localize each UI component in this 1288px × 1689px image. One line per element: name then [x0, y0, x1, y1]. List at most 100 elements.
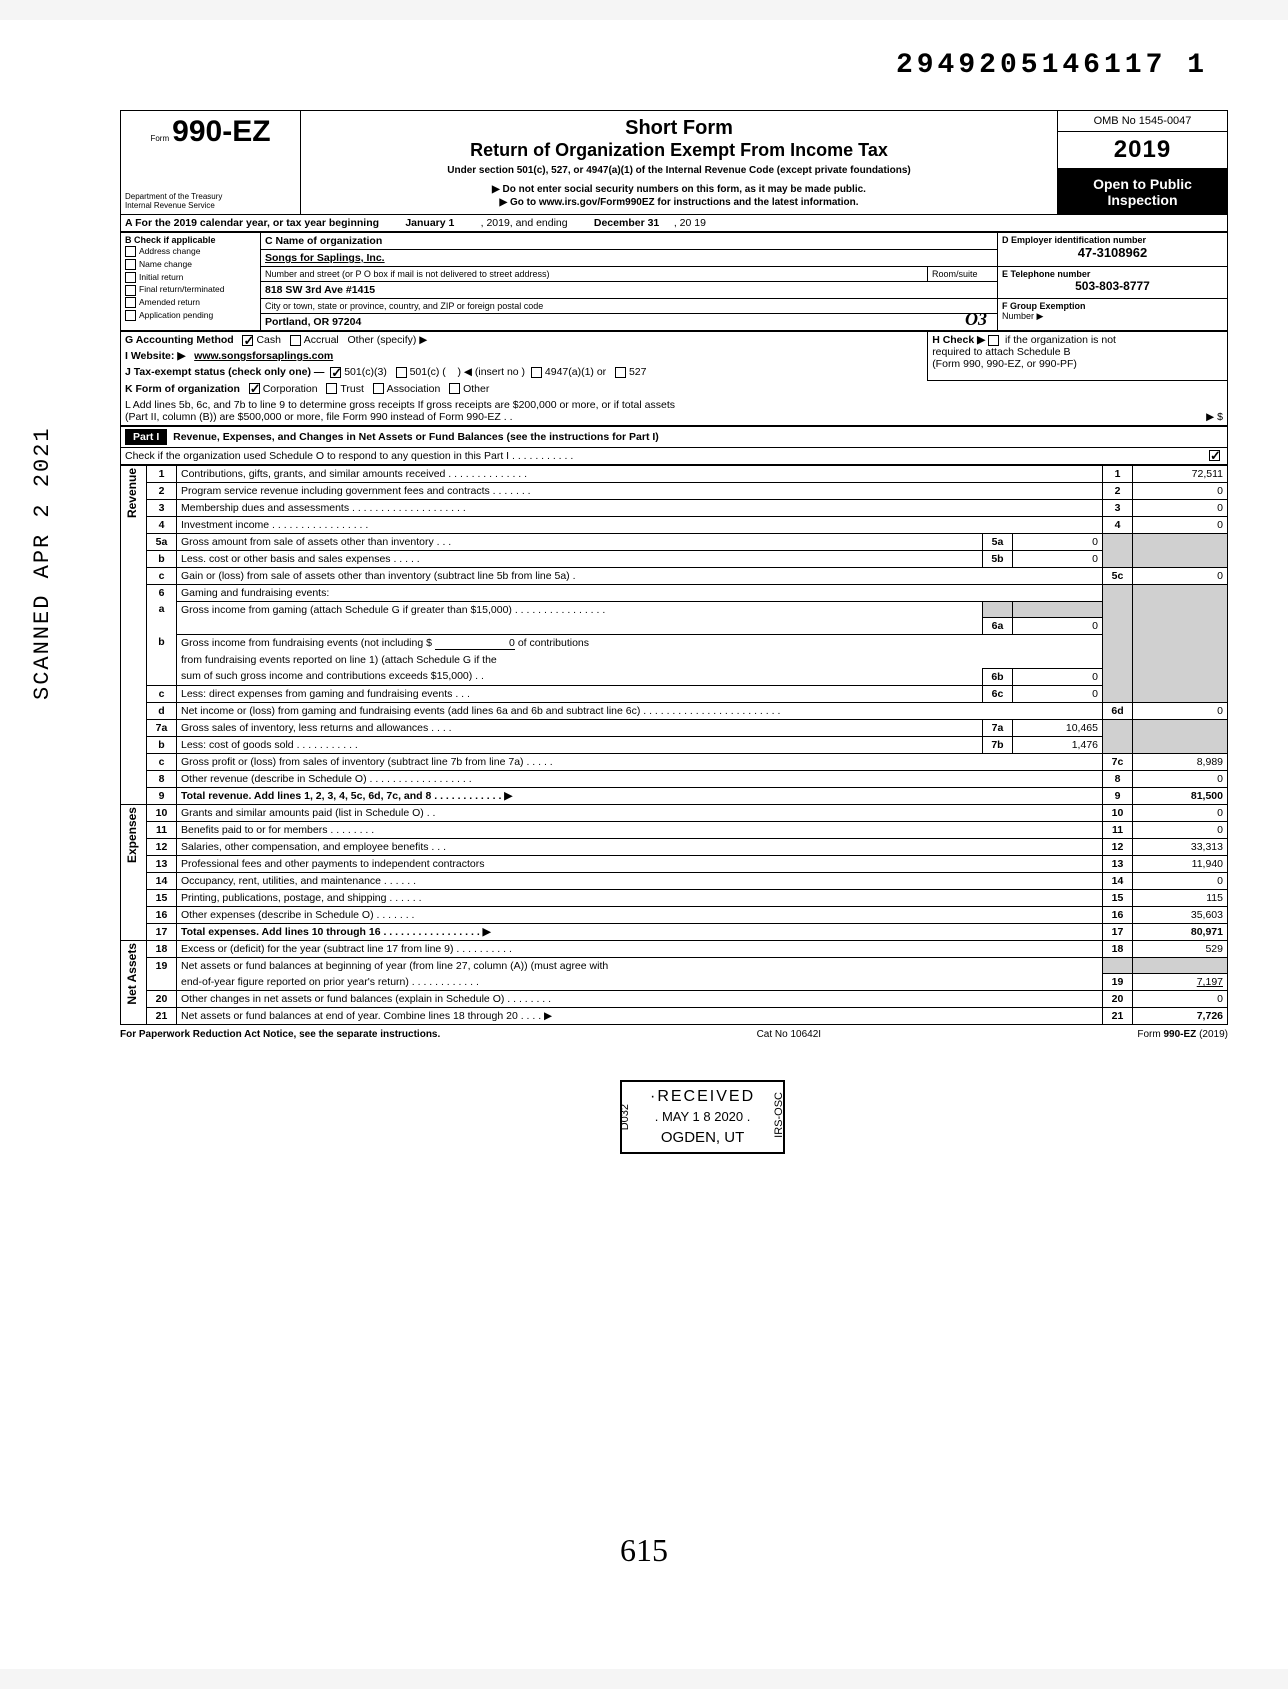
line-6c-num: c: [147, 685, 177, 702]
note-url: ▶ Go to www.irs.gov/Form990EZ for instru…: [321, 197, 1037, 208]
line-6c-sub: 6c: [982, 685, 1012, 702]
omb-number: OMB No 1545-0047: [1058, 111, 1227, 132]
line-1-num: 1: [147, 465, 177, 482]
ghijk-table: G Accounting Method Cash Accrual Other (…: [120, 331, 1228, 426]
line-9-amt: 81,500: [1133, 787, 1228, 804]
trust-label: Trust: [340, 383, 364, 395]
box-d-label: D Employer identification number: [1002, 235, 1223, 245]
line-13-desc: Professional fees and other payments to …: [177, 855, 1103, 872]
line-6-desc: Gaming and fundraising events:: [177, 584, 1103, 601]
shade-6: [1103, 584, 1133, 702]
line-5a-num: 5a: [147, 533, 177, 550]
4947-label: 4947(a)(1) or: [545, 366, 606, 378]
line-a-begin: January 1: [405, 217, 454, 229]
amended-checkbox[interactable]: [125, 297, 136, 308]
sched-b-checkbox[interactable]: [988, 335, 999, 346]
part1-header-table: Part I Revenue, Expenses, and Changes in…: [120, 426, 1228, 465]
netassets-section-label: Net Assets: [121, 940, 147, 1025]
line-13-amt: 11,940: [1133, 855, 1228, 872]
initial-return-checkbox[interactable]: [125, 272, 136, 283]
line-2-desc: Program service revenue including govern…: [177, 482, 1103, 499]
footer-right: Form 990-EZ (2019): [1137, 1029, 1228, 1040]
cash-checkbox[interactable]: [242, 335, 253, 346]
shade-6b: [1133, 584, 1228, 702]
line-9-box: 9: [1103, 787, 1133, 804]
city-value: Portland, OR 97204: [265, 316, 361, 328]
line-18-num: 18: [147, 940, 177, 957]
line-3-num: 3: [147, 499, 177, 516]
app-pending-checkbox[interactable]: [125, 310, 136, 321]
line-19-desc: Net assets or fund balances at beginning…: [177, 957, 1103, 974]
stamp-side-left: D032: [618, 1104, 633, 1130]
line-6b-contrib: 0: [435, 637, 515, 650]
line-6d-box: 6d: [1103, 702, 1133, 719]
footer-center: Cat No 10642I: [757, 1029, 822, 1040]
line-12-box: 12: [1103, 838, 1133, 855]
other-org-label: Other: [463, 383, 489, 395]
line-a-end: December 31: [594, 217, 659, 229]
line-6c-subamt: 0: [1012, 685, 1102, 702]
line-21-amt: 7,726: [1133, 1008, 1228, 1025]
527-checkbox[interactable]: [615, 367, 626, 378]
501c3-checkbox[interactable]: [330, 367, 341, 378]
line-7c-num: c: [147, 753, 177, 770]
line-l-1: L Add lines 5b, 6c, and 7b to line 9 to …: [125, 399, 1223, 411]
line-13-num: 13: [147, 855, 177, 872]
line-16-box: 16: [1103, 906, 1133, 923]
other-org-checkbox[interactable]: [449, 383, 460, 394]
accrual-checkbox[interactable]: [290, 335, 301, 346]
line-5c-desc: Gain or (loss) from sale of assets other…: [177, 567, 1103, 584]
4947-checkbox[interactable]: [531, 367, 542, 378]
box-f-label: F Group Exemption: [1002, 301, 1223, 311]
sched-o-checkbox[interactable]: [1209, 450, 1220, 461]
line-6b-num: b: [147, 634, 177, 652]
line-11-num: 11: [147, 821, 177, 838]
line-2-box: 2: [1103, 482, 1133, 499]
org-name: Songs for Saplings, Inc.: [265, 252, 385, 264]
tax-year: 2019: [1058, 132, 1227, 169]
line-h-1: H Check ▶: [932, 334, 985, 346]
line-a-suffix: , 20: [674, 217, 692, 229]
line-14-num: 14: [147, 872, 177, 889]
trust-checkbox[interactable]: [326, 383, 337, 394]
shade-7: [1103, 719, 1133, 753]
line-7a-subamt: 10,465: [1012, 719, 1102, 736]
shade-19: [1103, 957, 1133, 974]
line-a-mid: , 2019, and ending: [481, 217, 568, 229]
line-4-desc: Investment income . . . . . . . . . . . …: [177, 516, 1103, 533]
line-6d-desc: Net income or (loss) from gaming and fun…: [177, 702, 1103, 719]
document-id: 2949205146117 1: [896, 50, 1208, 81]
addr-change-checkbox[interactable]: [125, 246, 136, 257]
line-17-box: 17: [1103, 923, 1133, 940]
form-number: 990-EZ: [172, 115, 270, 148]
line-6b-d1: Gross income from fundraising events (no…: [181, 637, 432, 649]
dept-treasury: Department of the Treasury: [125, 192, 296, 201]
main-title: Return of Organization Exempt From Incom…: [321, 140, 1037, 161]
footer: For Paperwork Reduction Act Notice, see …: [120, 1029, 1228, 1040]
name-change-checkbox[interactable]: [125, 259, 136, 270]
amended-label: Amended return: [139, 297, 200, 307]
line-5b-num: b: [147, 550, 177, 567]
box-b-header: B Check if applicable: [125, 235, 256, 245]
line-7c-amt: 8,989: [1133, 753, 1228, 770]
line-6b-sub: 6b: [982, 668, 1012, 685]
final-return-checkbox[interactable]: [125, 285, 136, 296]
open-to-public: Open to Public Inspection: [1058, 169, 1227, 214]
line-6b-d2: of contributions: [518, 637, 589, 649]
line-7a-num: 7a: [147, 719, 177, 736]
line-6c-desc: Less: direct expenses from gaming and fu…: [177, 685, 983, 702]
assoc-checkbox[interactable]: [373, 383, 384, 394]
line-6a-subamt: 0: [1012, 617, 1102, 634]
line-2-num: 2: [147, 482, 177, 499]
line-16-desc: Other expenses (describe in Schedule O) …: [177, 906, 1103, 923]
line-13-box: 13: [1103, 855, 1133, 872]
line-4-box: 4: [1103, 516, 1133, 533]
line-5b-sub: 5b: [982, 550, 1012, 567]
line-6d-num: d: [147, 702, 177, 719]
corp-checkbox[interactable]: [249, 383, 260, 394]
city-label: City or town, state or province, country…: [261, 299, 998, 314]
line-l-2: (Part II, column (B)) are $500,000 or mo…: [125, 411, 513, 423]
501c-checkbox[interactable]: [396, 367, 407, 378]
line-7b-num: b: [147, 736, 177, 753]
line-18-box: 18: [1103, 940, 1133, 957]
